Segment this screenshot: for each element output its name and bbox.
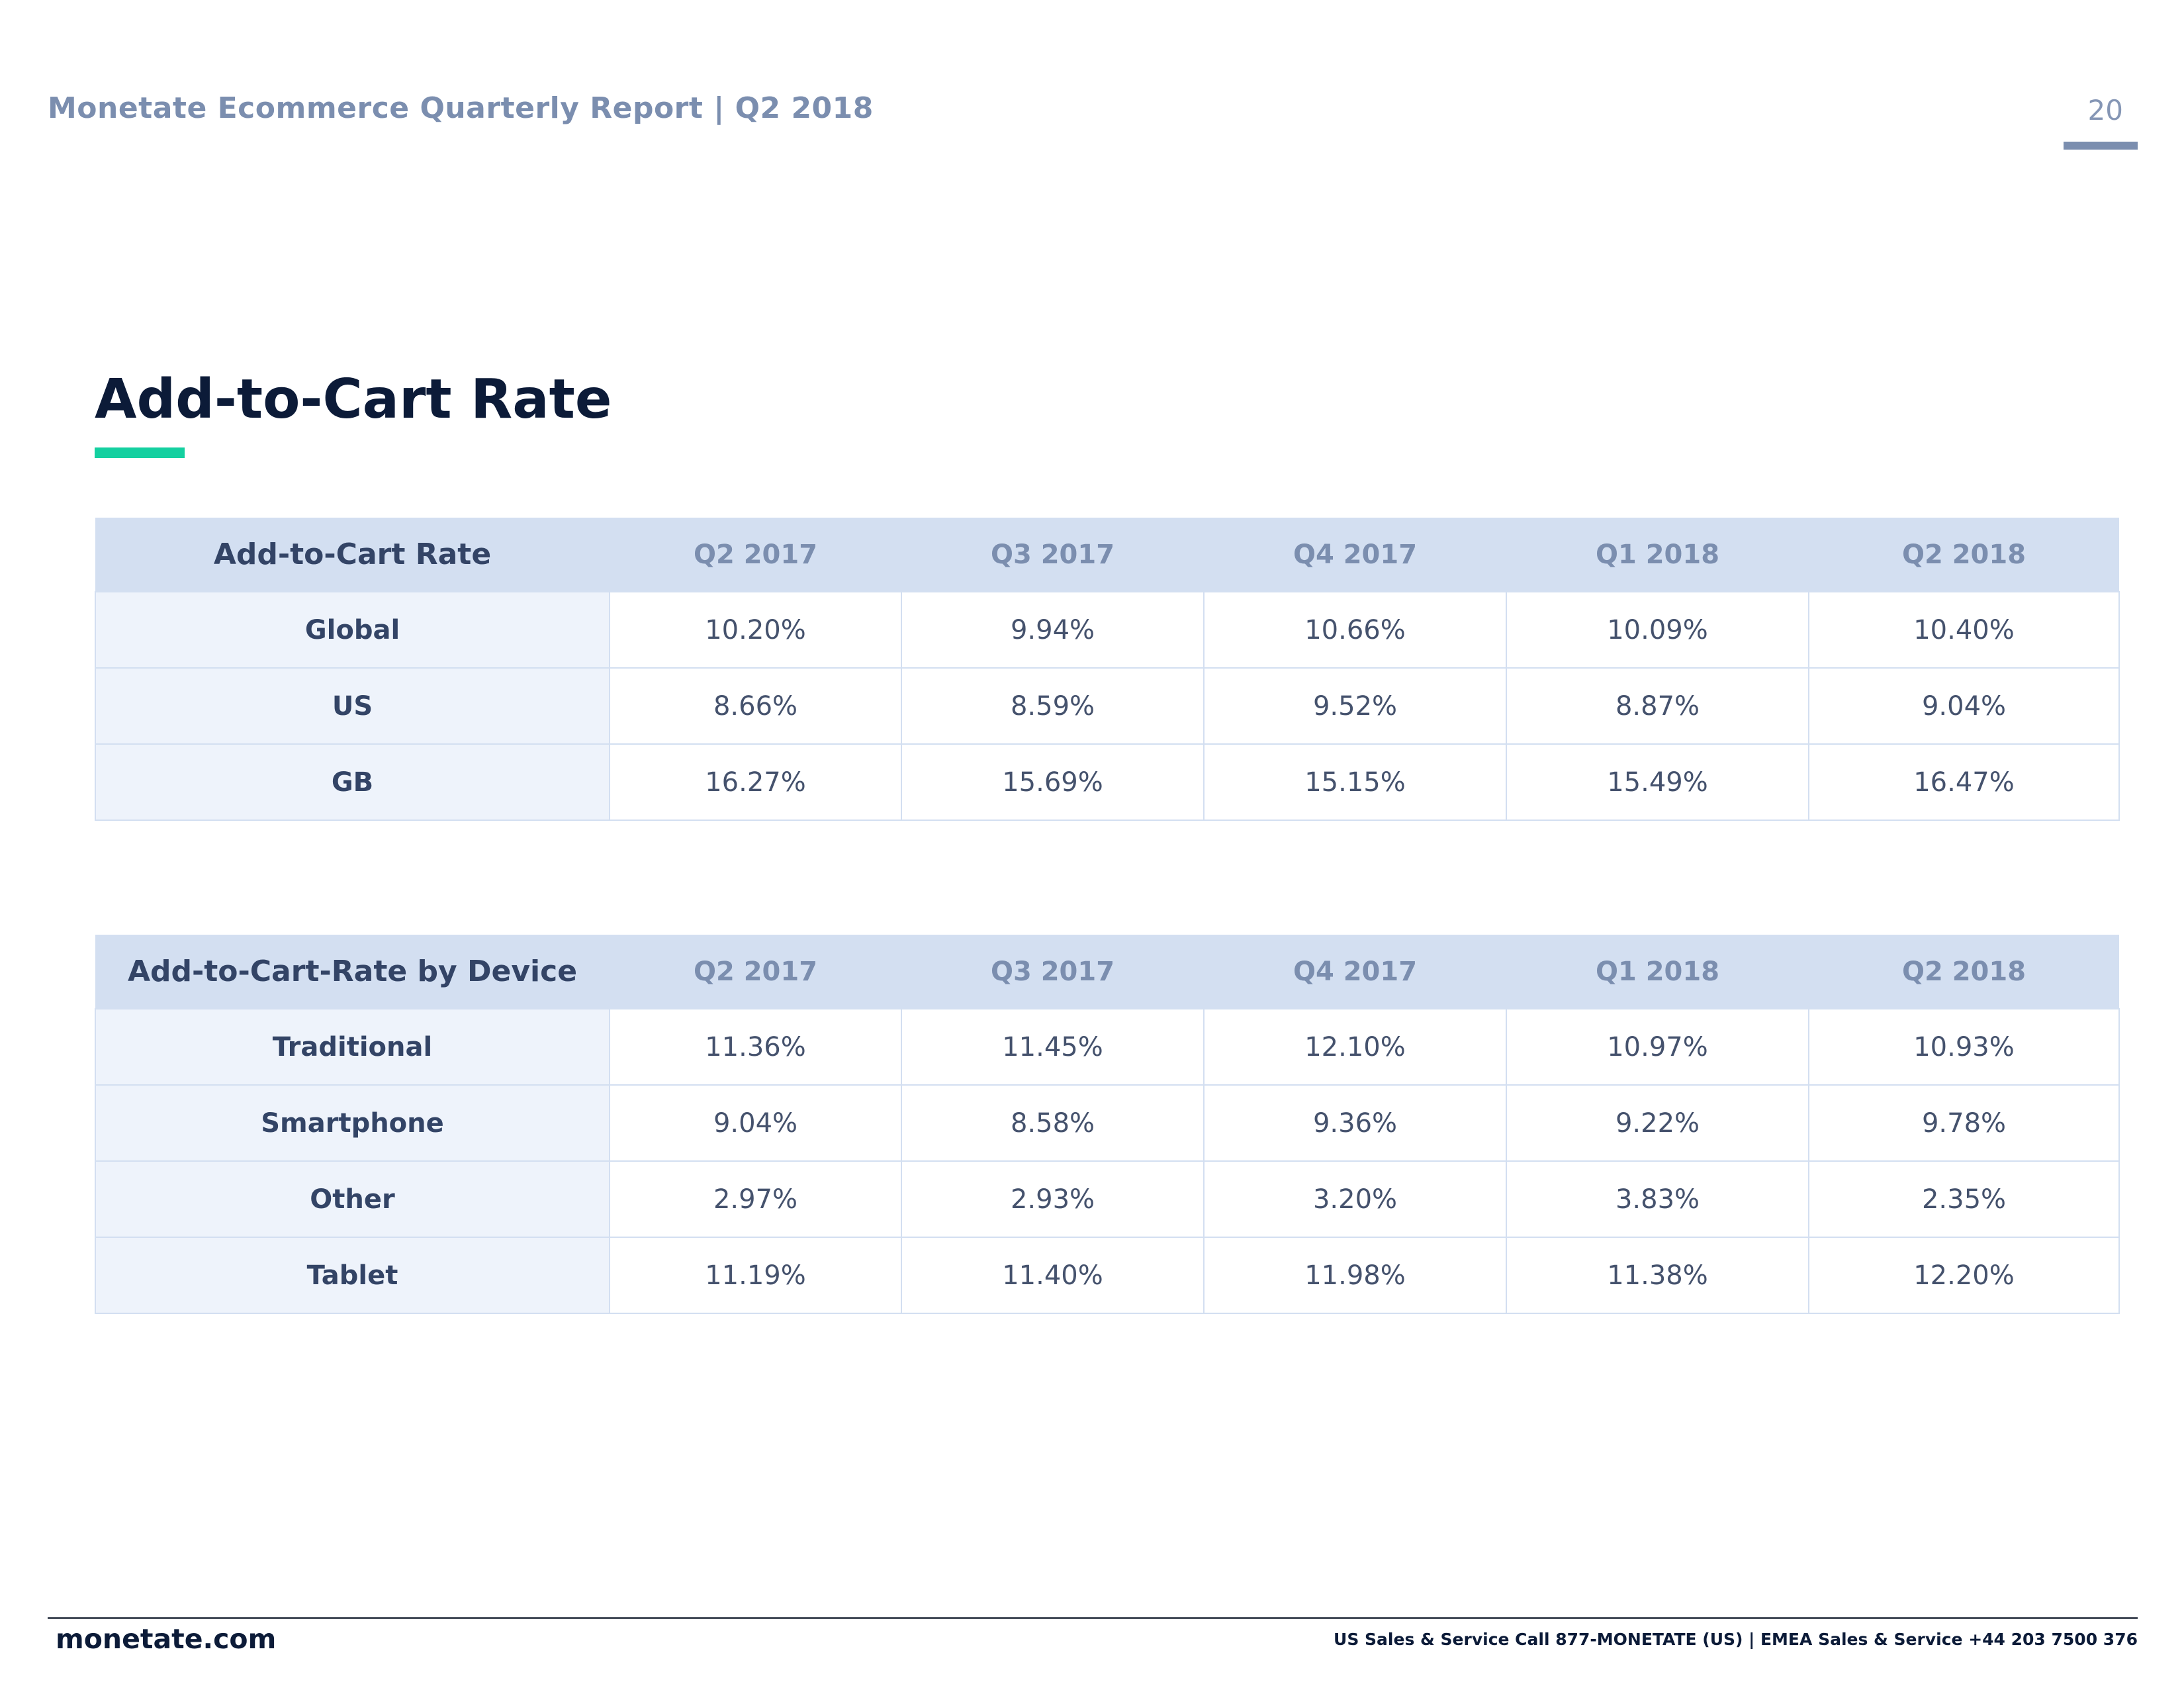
- footer-contact-info: US Sales & Service Call 877-MONETATE (US…: [1334, 1630, 2138, 1649]
- table-cell: 11.38%: [1506, 1237, 1809, 1314]
- table-cell: 8.58%: [901, 1084, 1205, 1162]
- table-row: Other 2.97% 2.93% 3.20% 3.83% 2.35%: [95, 1160, 2120, 1238]
- row-label: Traditional: [95, 1008, 610, 1086]
- column-header: Q2 2018: [1809, 935, 2119, 1009]
- column-header: Q1 2018: [1506, 518, 1809, 592]
- column-header: Q4 2017: [1204, 518, 1506, 592]
- table-row: Global 10.20% 9.94% 10.66% 10.09% 10.40%: [95, 591, 2120, 669]
- table-cell: 16.47%: [1808, 743, 2120, 821]
- row-label: GB: [95, 743, 610, 821]
- table-cell: 10.93%: [1808, 1008, 2120, 1086]
- table-cell: 12.20%: [1808, 1237, 2120, 1314]
- column-header: Q2 2018: [1809, 518, 2119, 592]
- table-cell: 10.09%: [1506, 591, 1809, 669]
- table-cell: 11.19%: [609, 1237, 902, 1314]
- table-cell: 8.87%: [1506, 667, 1809, 745]
- table-row: Traditional 11.36% 11.45% 12.10% 10.97% …: [95, 1008, 2120, 1086]
- table-cell: 15.69%: [901, 743, 1205, 821]
- table-cell: 9.78%: [1808, 1084, 2120, 1162]
- table-cell: 10.66%: [1203, 591, 1507, 669]
- row-label: US: [95, 667, 610, 745]
- report-title: Monetate Ecommerce Quarterly Report | Q2…: [48, 91, 874, 125]
- table-cell: 12.10%: [1203, 1008, 1507, 1086]
- table-cell: 2.35%: [1808, 1160, 2120, 1238]
- table-row: US 8.66% 8.59% 9.52% 8.87% 9.04%: [95, 667, 2120, 745]
- column-header: Q3 2017: [901, 935, 1204, 1009]
- table-cell: 2.93%: [901, 1160, 1205, 1238]
- table-cell: 16.27%: [609, 743, 902, 821]
- column-header: Q2 2017: [610, 935, 901, 1009]
- table-cell: 10.40%: [1808, 591, 2120, 669]
- table-cell: 9.52%: [1203, 667, 1507, 745]
- column-header: Q1 2018: [1506, 935, 1809, 1009]
- table-row: GB 16.27% 15.69% 15.15% 15.49% 16.47%: [95, 743, 2120, 821]
- table-cell: 3.83%: [1506, 1160, 1809, 1238]
- table-cell: 9.94%: [901, 591, 1205, 669]
- table-cell: 9.04%: [609, 1084, 902, 1162]
- column-header: Q4 2017: [1204, 935, 1506, 1009]
- add-to-cart-rate-table: Add-to-Cart Rate Q2 2017 Q3 2017 Q4 2017…: [95, 518, 2120, 821]
- row-label: Smartphone: [95, 1084, 610, 1162]
- add-to-cart-rate-by-device-table: Add-to-Cart-Rate by Device Q2 2017 Q3 20…: [95, 935, 2120, 1314]
- table-cell: 8.66%: [609, 667, 902, 745]
- table-cell: 11.40%: [901, 1237, 1205, 1314]
- footer-divider: [48, 1617, 2138, 1619]
- table-cell: 3.20%: [1203, 1160, 1507, 1238]
- row-header: Add-to-Cart Rate: [95, 518, 610, 592]
- page-number: 20: [2087, 94, 2123, 126]
- footer-website-link[interactable]: monetate.com: [56, 1623, 277, 1655]
- table-cell: 11.36%: [609, 1008, 902, 1086]
- table-cell: 9.36%: [1203, 1084, 1507, 1162]
- row-header: Add-to-Cart-Rate by Device: [95, 935, 610, 1009]
- table-cell: 9.22%: [1506, 1084, 1809, 1162]
- table-cell: 2.97%: [609, 1160, 902, 1238]
- table-cell: 15.49%: [1506, 743, 1809, 821]
- row-label: Tablet: [95, 1237, 610, 1314]
- table-row: Tablet 11.19% 11.40% 11.98% 11.38% 12.20…: [95, 1237, 2120, 1314]
- table-cell: 11.45%: [901, 1008, 1205, 1086]
- column-header: Q2 2017: [610, 518, 901, 592]
- table-header-row: Add-to-Cart-Rate by Device Q2 2017 Q3 20…: [95, 935, 2119, 1009]
- table-cell: 10.20%: [609, 591, 902, 669]
- table-header-row: Add-to-Cart Rate Q2 2017 Q3 2017 Q4 2017…: [95, 518, 2119, 592]
- section-title-accent-bar: [95, 447, 185, 458]
- column-header: Q3 2017: [901, 518, 1204, 592]
- table-cell: 9.04%: [1808, 667, 2120, 745]
- table-cell: 10.97%: [1506, 1008, 1809, 1086]
- section-title: Add-to-Cart Rate: [95, 368, 612, 431]
- page-number-underline: [2064, 142, 2138, 150]
- row-label: Other: [95, 1160, 610, 1238]
- table-cell: 11.98%: [1203, 1237, 1507, 1314]
- table-row: Smartphone 9.04% 8.58% 9.36% 9.22% 9.78%: [95, 1084, 2120, 1162]
- row-label: Global: [95, 591, 610, 669]
- table-cell: 8.59%: [901, 667, 1205, 745]
- table-cell: 15.15%: [1203, 743, 1507, 821]
